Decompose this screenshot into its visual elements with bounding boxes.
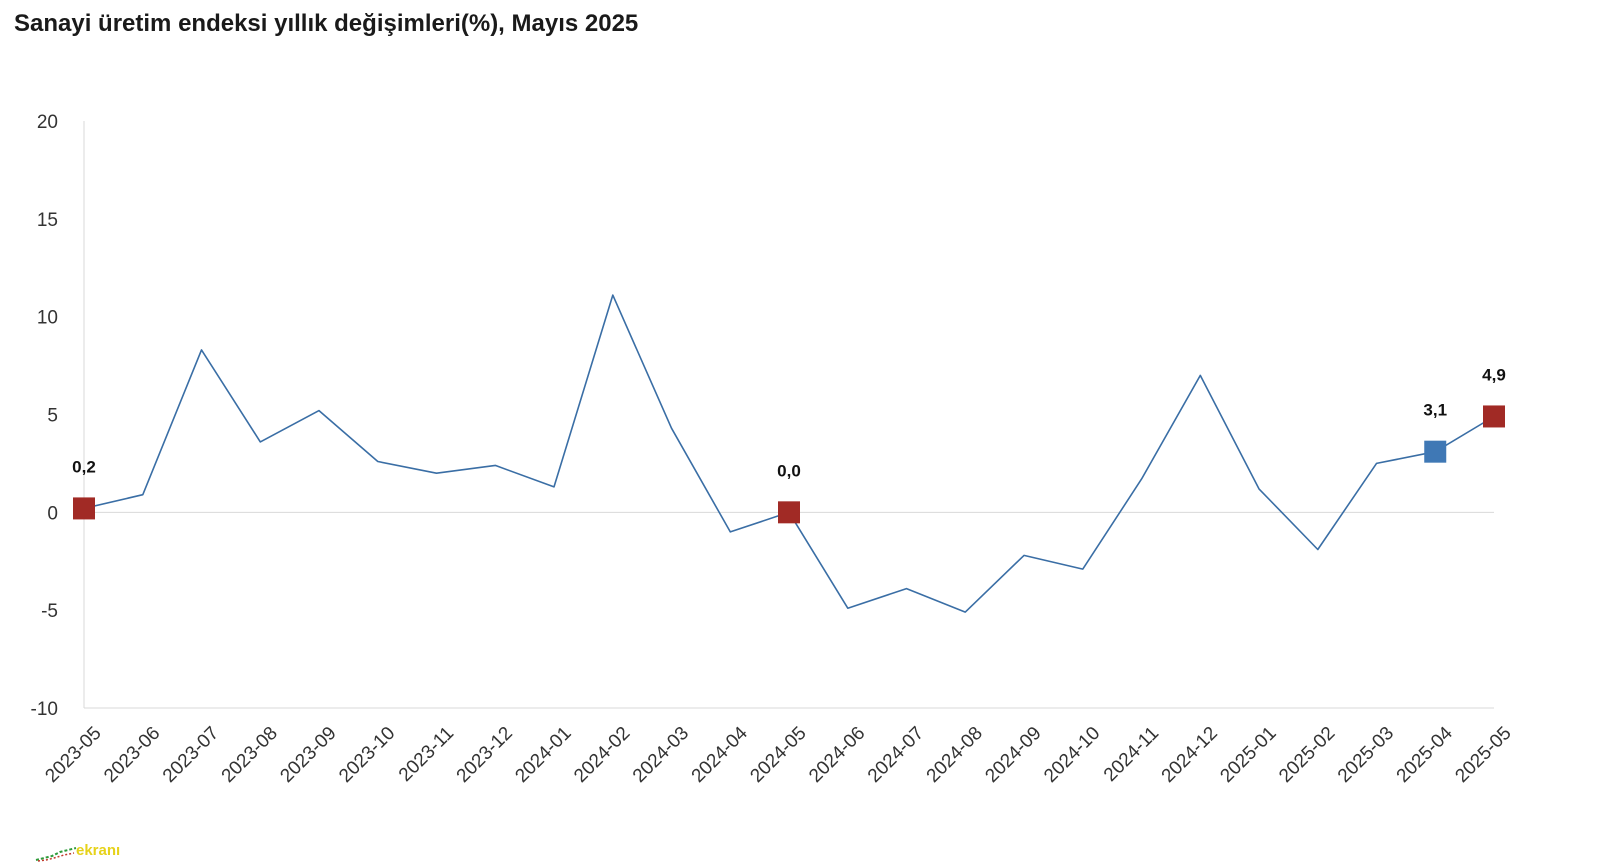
series-layer (83, 294, 1495, 613)
axes (83, 121, 1494, 709)
x-tick-label: 2024-09 (981, 723, 1045, 787)
y-tick-label: 10 (37, 308, 58, 329)
y-tick-label: 0 (47, 503, 58, 524)
y-tick-label: 15 (37, 210, 58, 231)
x-tick-label: 2024-10 (1040, 723, 1104, 787)
x-tick-label: 2023-11 (395, 723, 458, 786)
x-axis-ticks: 2023-052023-062023-072023-082023-092023-… (41, 722, 1515, 786)
x-tick-label: 2023-06 (100, 723, 164, 787)
series-line (83, 294, 1495, 613)
x-tick-label: 2024-03 (629, 723, 693, 787)
x-tick-label: 2023-05 (41, 723, 105, 787)
x-tick-label: 2024-02 (570, 723, 634, 787)
x-tick-label: 2024-05 (746, 723, 810, 787)
data-point-marker (1424, 440, 1447, 463)
y-tick-label: 5 (47, 406, 58, 427)
x-tick-label: 2024-08 (923, 723, 987, 787)
data-label: 4,9 (1482, 365, 1506, 384)
x-tick-label: 2025-04 (1393, 722, 1457, 786)
x-tick-label: 2023-08 (218, 723, 282, 787)
y-axis-ticks: -10 -5 0 5 10 15 20 (31, 112, 58, 720)
y-tick-label: -5 (41, 601, 58, 622)
x-tick-label: 2023-09 (276, 723, 340, 787)
x-tick-label: 2024-07 (864, 723, 928, 787)
data-label: 0,2 (72, 457, 96, 476)
data-point-marker (778, 501, 800, 524)
x-tick-label: 2023-12 (453, 723, 517, 787)
chart-title: Sanayi üretim endeksi yıllık değişimleri… (14, 10, 639, 37)
data-label: 0,0 (777, 461, 801, 480)
data-point-marker (73, 497, 95, 520)
x-tick-label: 2025-01 (1216, 723, 1280, 787)
watermark-logo-icon (35, 847, 77, 862)
x-tick-label: 2025-05 (1451, 723, 1515, 787)
x-tick-label: 2023-10 (335, 723, 399, 787)
data-label: 3,1 (1423, 401, 1447, 420)
x-tick-label: 2025-03 (1334, 723, 1398, 787)
x-tick-label: 2024-01 (511, 723, 575, 787)
x-tick-label: 2024-04 (688, 722, 752, 786)
x-tick-label: 2024-12 (1158, 723, 1222, 787)
x-tick-label: 2024-11 (1100, 723, 1163, 786)
x-tick-label: 2025-02 (1275, 723, 1339, 787)
y-tick-label: -10 (31, 699, 58, 720)
data-point-marker (1483, 405, 1505, 428)
y-tick-label: 20 (37, 112, 58, 133)
highlight-markers: 0,2 0,0 3,1 4,9 (72, 365, 1506, 524)
x-tick-label: 2024-06 (805, 723, 869, 787)
x-tick-label: 2023-07 (159, 723, 223, 787)
watermark-text: ekranı (76, 842, 121, 859)
